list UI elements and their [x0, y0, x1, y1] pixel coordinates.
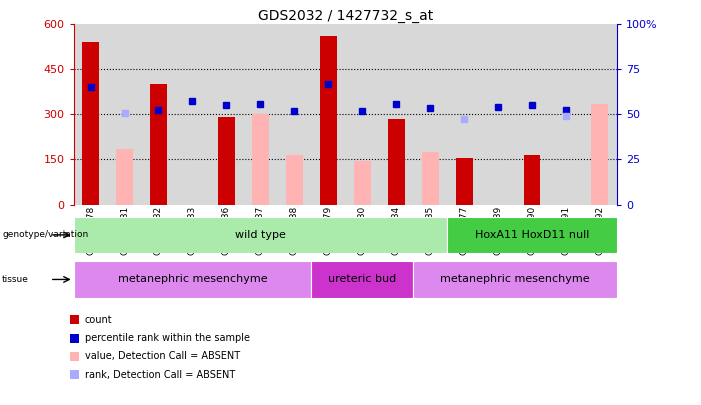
Bar — [583, 24, 617, 205]
Title: GDS2032 / 1427732_s_at: GDS2032 / 1427732_s_at — [258, 9, 433, 23]
Text: percentile rank within the sample: percentile rank within the sample — [85, 333, 250, 343]
Text: HoxA11 HoxD11 null: HoxA11 HoxD11 null — [475, 230, 589, 240]
Bar — [413, 24, 447, 205]
Bar — [354, 161, 371, 205]
Bar — [515, 24, 549, 205]
Text: ureteric bud: ureteric bud — [328, 275, 396, 284]
Bar — [107, 24, 142, 205]
Bar — [320, 36, 336, 205]
Text: rank, Detection Call = ABSENT: rank, Detection Call = ABSENT — [85, 370, 235, 379]
Bar — [447, 24, 481, 205]
Bar — [447, 217, 617, 253]
Text: count: count — [85, 315, 112, 325]
Bar — [413, 261, 617, 298]
Bar — [278, 24, 311, 205]
Bar — [346, 24, 379, 205]
Bar — [175, 24, 210, 205]
Bar — [82, 43, 99, 205]
Bar — [481, 24, 515, 205]
Bar — [311, 24, 345, 205]
Bar — [311, 261, 413, 298]
Bar — [74, 24, 107, 205]
Bar — [142, 24, 175, 205]
Text: metanephric mesenchyme: metanephric mesenchyme — [440, 275, 590, 284]
Text: wild type: wild type — [235, 230, 286, 240]
Text: value, Detection Call = ABSENT: value, Detection Call = ABSENT — [85, 352, 240, 361]
Bar — [524, 155, 540, 205]
Bar — [379, 24, 413, 205]
Bar — [421, 152, 439, 205]
Bar — [286, 155, 303, 205]
Bar — [252, 115, 269, 205]
Bar — [116, 149, 133, 205]
Text: metanephric mesenchyme: metanephric mesenchyme — [118, 275, 267, 284]
Bar — [456, 158, 472, 205]
Text: tissue: tissue — [2, 275, 29, 284]
Bar — [218, 117, 235, 205]
Text: genotype/variation: genotype/variation — [2, 230, 88, 239]
Bar — [150, 84, 167, 205]
Bar — [210, 24, 243, 205]
Bar — [388, 119, 404, 205]
Bar — [243, 24, 278, 205]
Bar — [74, 217, 447, 253]
Bar — [549, 24, 583, 205]
Bar — [74, 261, 311, 298]
Bar — [592, 104, 608, 205]
